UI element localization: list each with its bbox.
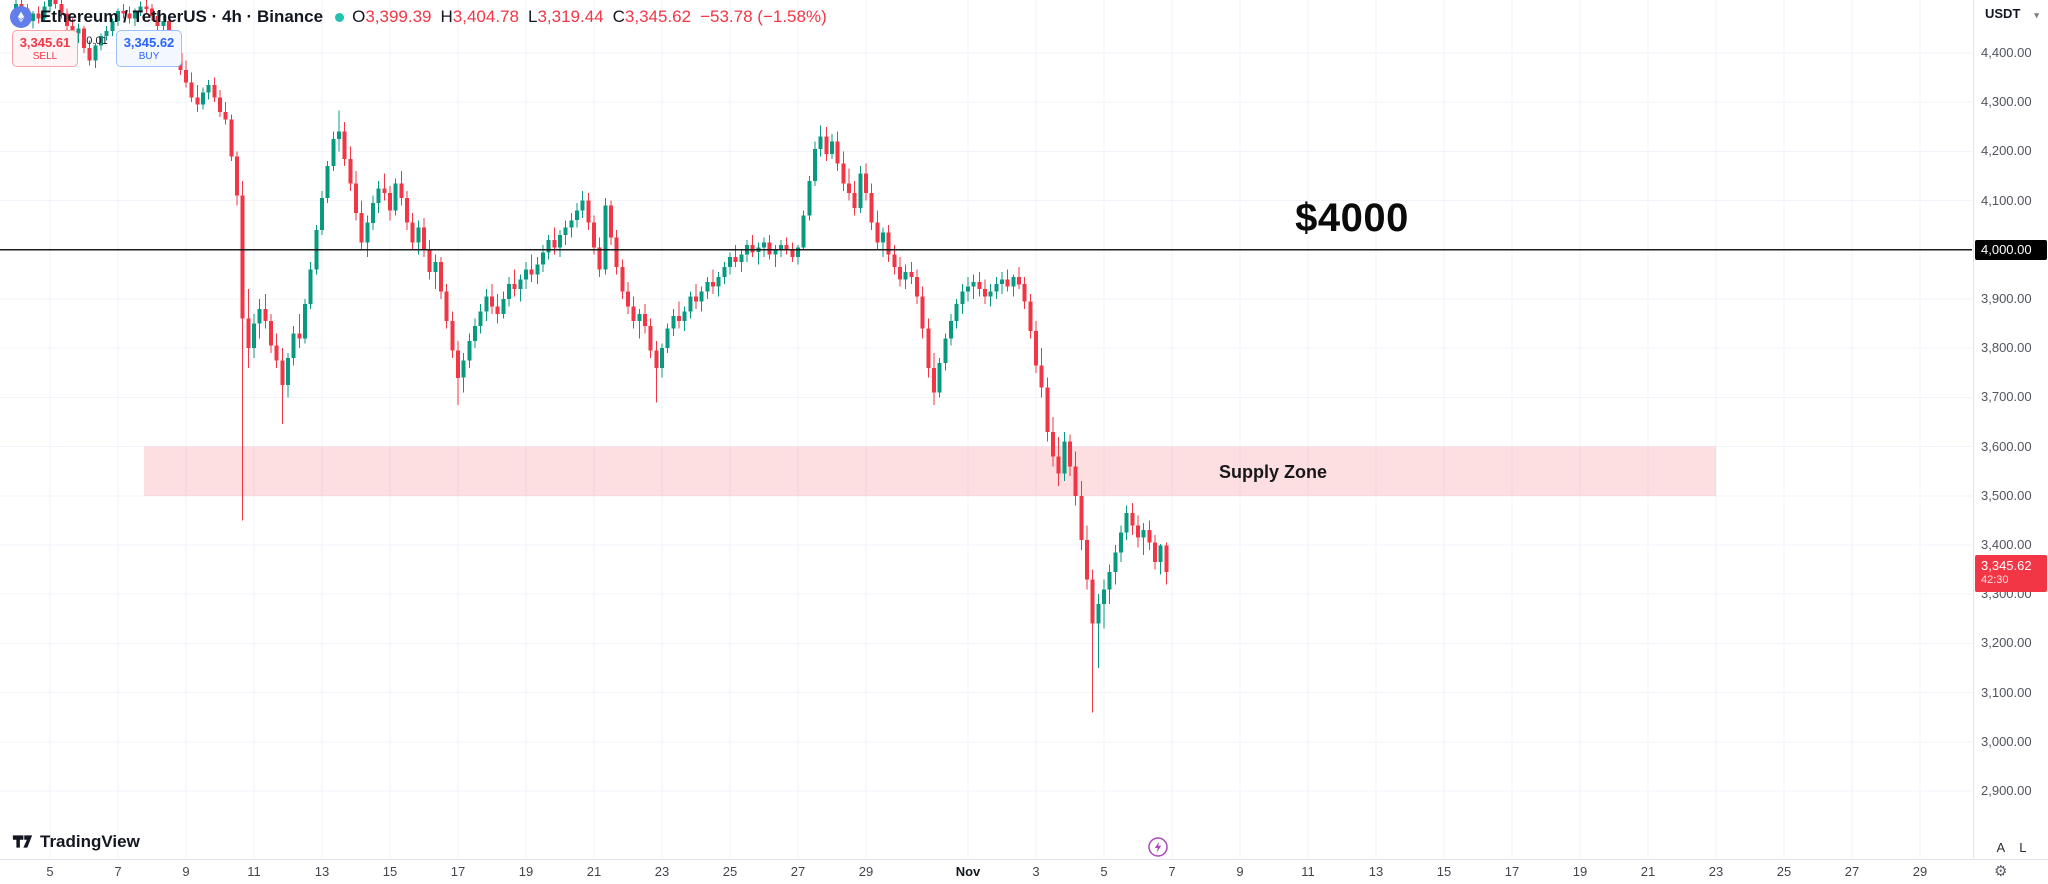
price-tick: 3,400.00 bbox=[1981, 537, 2032, 552]
time-tick: 11 bbox=[1301, 864, 1315, 879]
quote-currency-label[interactable]: USDT ▾ bbox=[1985, 6, 2039, 21]
time-tick: 29 bbox=[858, 864, 874, 879]
price-tick: 3,100.00 bbox=[1981, 684, 2032, 700]
change-value: −53.78 (−1.58%) bbox=[700, 7, 827, 26]
countdown-timer: 42:30 bbox=[1981, 573, 2009, 586]
open-value: 3,399.39 bbox=[365, 7, 432, 26]
ethereum-logo-icon bbox=[10, 6, 32, 28]
time-tick: 19 bbox=[518, 864, 534, 879]
price-tick: 3,700.00 bbox=[1981, 389, 2032, 405]
price-tick: 3,900.00 bbox=[1981, 291, 2032, 306]
low-label: L bbox=[527, 7, 538, 26]
time-tick: 7 bbox=[1168, 864, 1176, 879]
level-annotation-label[interactable]: $4000 bbox=[1295, 196, 1409, 240]
time-tick: 23 bbox=[1708, 864, 1724, 879]
spread-value: 0.01 bbox=[86, 35, 108, 47]
time-tick: 21 bbox=[1640, 864, 1656, 879]
order-panel: 3,345.61 SELL 0.01 3,345.62 BUY bbox=[12, 30, 188, 70]
price-tick: 3,600.00 bbox=[1981, 438, 2032, 454]
price-axis[interactable]: USDT ▾ 4,000.00 3,345.62 42:30 A L 4,400.… bbox=[1973, 0, 2048, 858]
time-tick: 17 bbox=[450, 864, 466, 879]
low-value: 3,319.44 bbox=[537, 7, 604, 26]
settings-gear-icon[interactable]: ⚙ bbox=[1994, 863, 2008, 880]
time-tick: Nov bbox=[955, 864, 981, 879]
price-tick: 3,800.00 bbox=[1981, 340, 2032, 356]
tradingview-brand-text: TradingView bbox=[40, 831, 140, 851]
time-tick: 25 bbox=[1776, 864, 1792, 879]
tradingview-logo-icon bbox=[12, 835, 33, 848]
chart-plot[interactable]: $4000 Supply Zone bbox=[0, 0, 1972, 858]
close-label: C bbox=[612, 7, 625, 26]
time-tick: 19 bbox=[1572, 864, 1588, 879]
time-tick: 23 bbox=[654, 864, 670, 879]
ohlc-readout: O3,399.39 H3,404.78 L3,319.44 C3,345.62 … bbox=[352, 7, 827, 27]
time-tick: 11 bbox=[247, 864, 261, 879]
price-tick: 4,100.00 bbox=[1981, 192, 2032, 208]
auto-scale-button[interactable]: A bbox=[1996, 840, 2006, 855]
sell-price: 3,345.61 bbox=[19, 35, 71, 50]
market-status-icon[interactable] bbox=[335, 12, 345, 22]
time-tick: 9 bbox=[1236, 864, 1244, 879]
buy-price: 3,345.62 bbox=[123, 35, 175, 50]
open-label: O bbox=[352, 7, 366, 26]
time-tick: 15 bbox=[382, 864, 398, 879]
time-tick: 27 bbox=[1844, 864, 1860, 879]
chart-legend: Ethereum / TetherUS · 4h · Binance O3,39… bbox=[10, 6, 827, 28]
supply-zone-label[interactable]: Supply Zone bbox=[1219, 462, 1327, 482]
high-label: H bbox=[440, 7, 453, 26]
log-scale-button[interactable]: L bbox=[2019, 840, 2027, 855]
scale-buttons: A L bbox=[1974, 840, 2048, 855]
price-tick: 3,500.00 bbox=[1981, 487, 2032, 503]
price-tick: 4,300.00 bbox=[1981, 94, 2032, 110]
price-tick: 2,900.00 bbox=[1981, 783, 2032, 798]
buy-label: BUY bbox=[138, 51, 160, 62]
time-axis[interactable]: 5 7 9 11 13 15 17 19 21 23 25 27 29 Nov 3 5 7 9 11 13 15 17 19… bbox=[0, 859, 2048, 884]
time-tick: 5 bbox=[1100, 864, 1108, 879]
price-tick: 3,000.00 bbox=[1981, 733, 2032, 749]
time-tick: 21 bbox=[586, 864, 602, 879]
buy-button[interactable]: 3,345.62 BUY bbox=[116, 30, 182, 67]
sell-button[interactable]: 3,345.61 SELL bbox=[12, 30, 78, 67]
chevron-down-icon: ▾ bbox=[2034, 10, 2039, 20]
time-tick: 9 bbox=[182, 864, 190, 879]
time-tick: 3 bbox=[1032, 864, 1040, 879]
time-tick: 29 bbox=[1912, 864, 1928, 879]
candlestick-chart[interactable] bbox=[0, 0, 1972, 858]
time-tick: 15 bbox=[1436, 864, 1452, 879]
time-tick: 7 bbox=[114, 864, 122, 879]
tradingview-logo[interactable]: TradingView bbox=[12, 831, 140, 852]
time-tick: 25 bbox=[722, 864, 738, 879]
price-tick: 4,200.00 bbox=[1981, 143, 2032, 159]
close-value: 3,345.62 bbox=[624, 7, 692, 26]
time-tick: 13 bbox=[314, 864, 330, 879]
last-price-tag: 3,345.62 42:30 bbox=[1975, 554, 2047, 592]
price-tick: 3,200.00 bbox=[1981, 635, 2032, 651]
symbol-title[interactable]: Ethereum / TetherUS · 4h · Binance bbox=[40, 7, 324, 26]
high-value: 3,404.78 bbox=[452, 7, 519, 26]
time-tick: 13 bbox=[1368, 864, 1384, 879]
last-price-value: 3,345.62 bbox=[1981, 557, 2032, 573]
time-tick: 27 bbox=[790, 864, 806, 879]
price-tick: 4,400.00 bbox=[1981, 45, 2032, 60]
time-tick: 5 bbox=[46, 864, 54, 879]
level-price-tag: 4,000.00 bbox=[1975, 239, 2047, 260]
candles-layer bbox=[14, 0, 1169, 713]
connection-status-icon[interactable] bbox=[1147, 836, 1169, 858]
time-tick: 17 bbox=[1504, 864, 1520, 879]
sell-label: SELL bbox=[32, 51, 58, 62]
